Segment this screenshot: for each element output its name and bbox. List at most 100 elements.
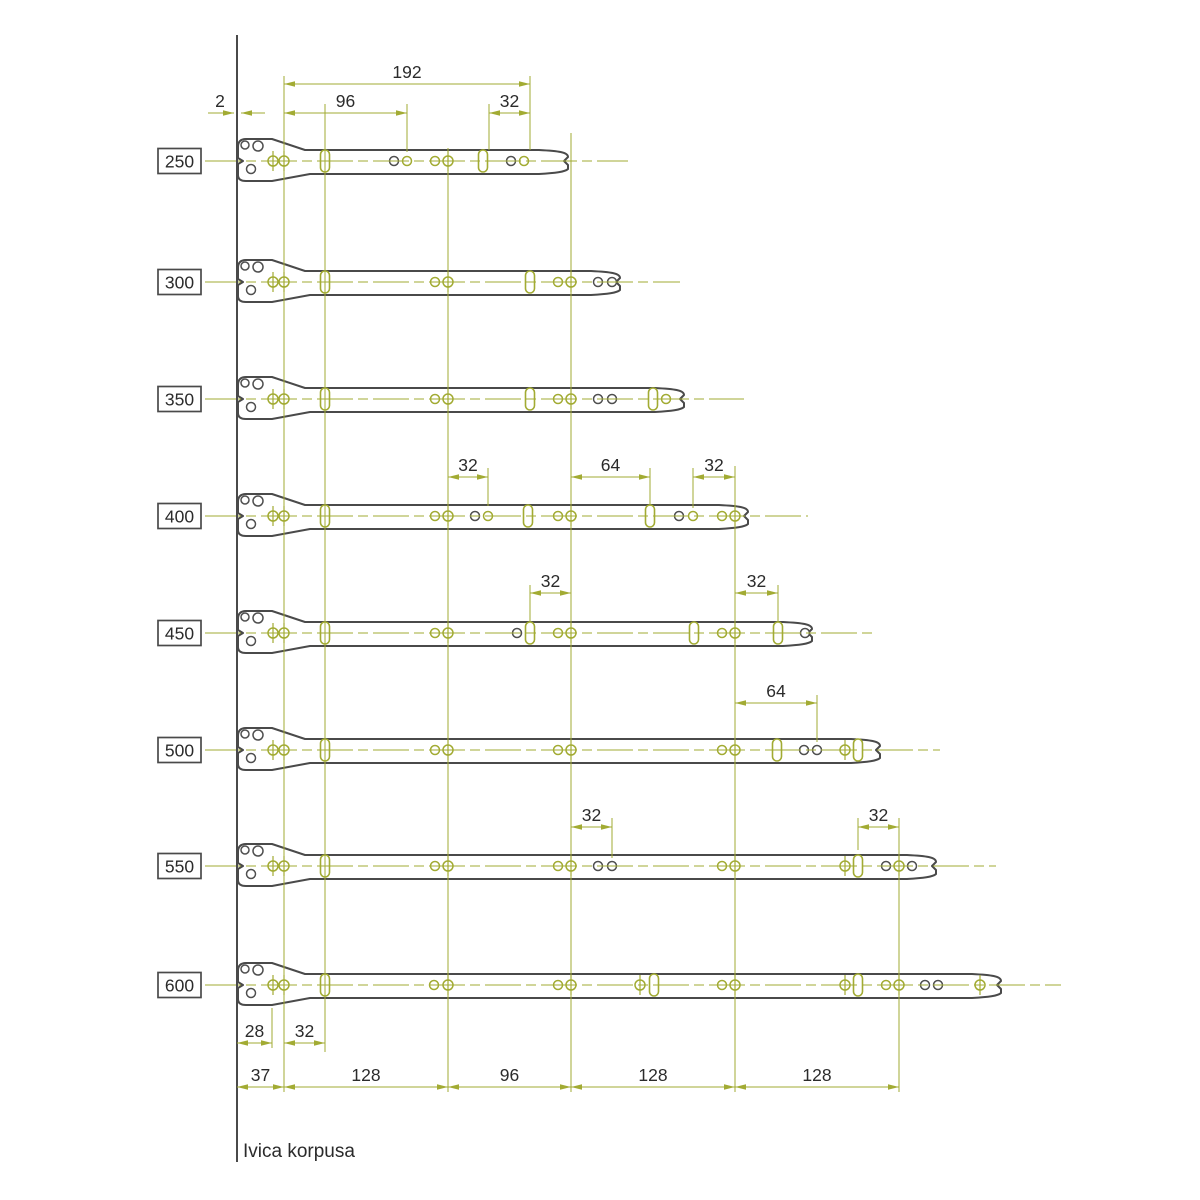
- dimension-2: 2: [208, 91, 265, 116]
- dim-label: 96: [336, 91, 355, 111]
- slide-outline: [237, 843, 937, 887]
- dimension-32: 32: [448, 455, 488, 480]
- row-label-box: [157, 147, 202, 175]
- dimension-32: 32: [693, 455, 735, 480]
- bracket-hole: [240, 964, 250, 974]
- bracket-hole: [240, 729, 250, 739]
- cabinet-edge-label: Ivica korpusa: [243, 1141, 355, 1162]
- dimension-32: 32: [489, 91, 530, 116]
- dim-arrow: [806, 700, 817, 706]
- dim-arrow: [223, 110, 234, 116]
- dimension-64: 64: [735, 681, 817, 706]
- dim-arrow: [489, 110, 500, 116]
- dimension-96: 96: [284, 91, 407, 116]
- row-label-box: [157, 736, 202, 764]
- bracket-hole: [240, 495, 250, 505]
- dim-arrow: [477, 474, 488, 480]
- dim-label: 32: [295, 1021, 314, 1041]
- row-label-box: [157, 852, 202, 880]
- dim-label: 32: [582, 805, 601, 825]
- dim-arrow: [858, 824, 869, 830]
- cabinet-edge: Ivica korpusa: [236, 35, 355, 1162]
- bracket-hole: [245, 868, 257, 880]
- grid-lines: [271, 76, 900, 1092]
- bracket-hole: [240, 845, 250, 855]
- dim-arrow: [693, 474, 704, 480]
- bracket-hole: [245, 987, 257, 999]
- dimension-128: 128: [284, 1065, 448, 1090]
- dim-arrow: [237, 1084, 248, 1090]
- dim-arrow: [601, 824, 612, 830]
- dim-arrow: [724, 474, 735, 480]
- bracket-hole: [245, 163, 257, 175]
- dimension-128: 128: [735, 1065, 899, 1090]
- row-label: 250: [165, 151, 194, 171]
- dimension-192: 192: [284, 62, 530, 87]
- slide-outline: [237, 259, 621, 303]
- dim-arrow: [314, 1040, 325, 1046]
- slide-600: 600: [157, 962, 1061, 1006]
- dim-arrow: [237, 1040, 248, 1046]
- row-label: 600: [165, 975, 194, 995]
- bracket-hole: [245, 284, 257, 296]
- dim-arrow: [735, 590, 746, 596]
- dimension-128: 128: [571, 1065, 735, 1090]
- slide-outline: [237, 376, 685, 420]
- bracket-hole: [252, 261, 264, 273]
- dim-arrow: [639, 474, 650, 480]
- row-label-box: [157, 268, 202, 296]
- dim-arrow: [571, 1084, 582, 1090]
- dim-label: 32: [500, 91, 519, 111]
- row-label: 450: [165, 623, 194, 643]
- bracket-hole: [240, 261, 250, 271]
- dimension-32: 32: [284, 1021, 325, 1046]
- dimension-64: 64: [571, 455, 650, 480]
- dimension-32: 32: [571, 805, 612, 830]
- dim-arrow: [888, 824, 899, 830]
- bracket-hole: [240, 612, 250, 622]
- bracket-hole: [252, 140, 264, 152]
- dim-label: 64: [766, 681, 786, 701]
- dim-label: 64: [601, 455, 621, 475]
- dimension-32: 32: [858, 805, 899, 830]
- dim-arrow: [437, 1084, 448, 1090]
- dimension-37: 37: [237, 1065, 284, 1090]
- dim-arrow: [284, 1040, 295, 1046]
- row-label-box: [157, 385, 202, 413]
- dim-arrow: [571, 824, 582, 830]
- row-label: 350: [165, 389, 194, 409]
- slide-outline: [237, 962, 1002, 1006]
- row-label: 550: [165, 856, 194, 876]
- dim-label: 128: [802, 1065, 831, 1085]
- dim-arrow: [530, 590, 541, 596]
- slide-400: 400: [157, 493, 808, 537]
- row-label-box: [157, 971, 202, 999]
- slide-450: 450: [157, 610, 872, 654]
- dimension-32: 32: [735, 571, 778, 596]
- dim-arrow: [767, 590, 778, 596]
- slide-250: 250: [157, 138, 628, 182]
- dim-label: 128: [638, 1065, 667, 1085]
- dim-label: 2: [215, 91, 225, 111]
- dim-arrow: [560, 1084, 571, 1090]
- row-label: 300: [165, 272, 194, 292]
- bracket-hole: [252, 729, 264, 741]
- bracket-hole: [252, 845, 264, 857]
- dim-arrow: [284, 1084, 295, 1090]
- dim-arrow: [284, 110, 295, 116]
- dim-arrow: [560, 590, 571, 596]
- dim-arrow: [261, 1040, 272, 1046]
- dim-label: 32: [704, 455, 723, 475]
- dimension-96: 96: [448, 1065, 571, 1090]
- bracket-hole: [245, 518, 257, 530]
- dim-arrow: [241, 110, 252, 116]
- dim-label: 32: [869, 805, 888, 825]
- dim-arrow: [519, 81, 530, 87]
- dimension-28: 28: [237, 1021, 272, 1046]
- dim-arrow: [888, 1084, 899, 1090]
- slide-500: 500: [157, 727, 940, 771]
- bracket-hole: [252, 495, 264, 507]
- dim-label: 128: [351, 1065, 380, 1085]
